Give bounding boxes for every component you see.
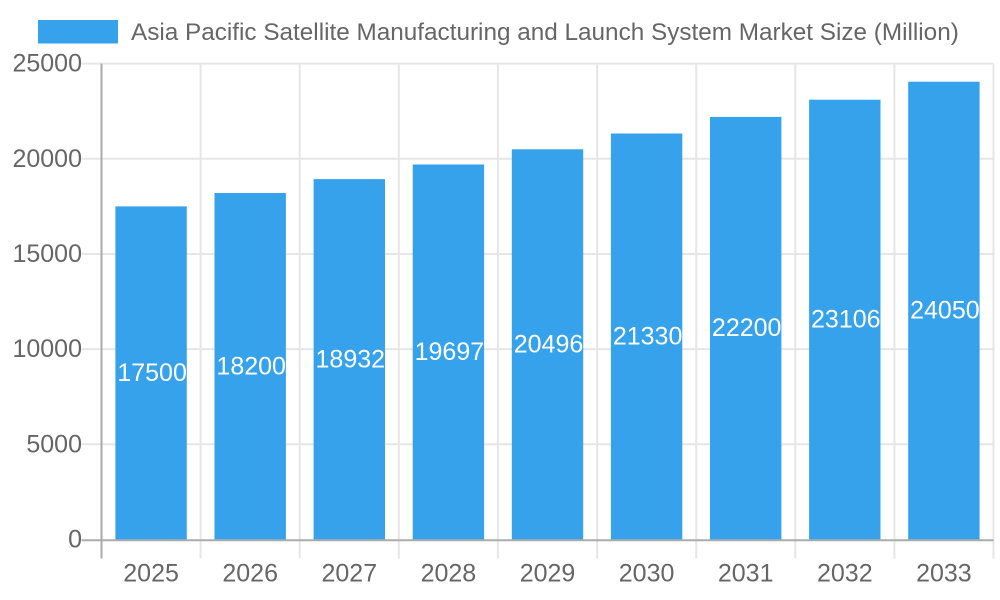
svg-text:19697: 19697 <box>415 338 485 366</box>
svg-text:2031: 2031 <box>718 560 774 588</box>
svg-text:24050: 24050 <box>910 297 980 325</box>
svg-text:25000: 25000 <box>12 50 82 78</box>
svg-text:0: 0 <box>68 526 82 554</box>
svg-text:21330: 21330 <box>613 323 683 351</box>
svg-text:20000: 20000 <box>12 145 82 173</box>
svg-text:2025: 2025 <box>123 560 179 588</box>
svg-text:2027: 2027 <box>321 560 377 588</box>
svg-text:20496: 20496 <box>514 330 584 358</box>
svg-text:2026: 2026 <box>222 560 278 588</box>
svg-text:Asia Pacific Satellite Manufac: Asia Pacific Satellite Manufacturing and… <box>131 19 959 46</box>
svg-text:15000: 15000 <box>12 240 82 268</box>
svg-text:23106: 23106 <box>811 306 881 334</box>
svg-text:2032: 2032 <box>817 560 873 588</box>
svg-text:18200: 18200 <box>216 352 286 380</box>
svg-text:2033: 2033 <box>916 560 972 588</box>
svg-text:10000: 10000 <box>12 335 82 363</box>
svg-text:17500: 17500 <box>117 359 187 387</box>
svg-text:22200: 22200 <box>712 314 782 342</box>
svg-text:2028: 2028 <box>421 560 477 588</box>
svg-text:18932: 18932 <box>316 345 386 373</box>
svg-text:2030: 2030 <box>619 560 675 588</box>
svg-text:5000: 5000 <box>26 430 82 458</box>
svg-text:2029: 2029 <box>520 560 576 588</box>
